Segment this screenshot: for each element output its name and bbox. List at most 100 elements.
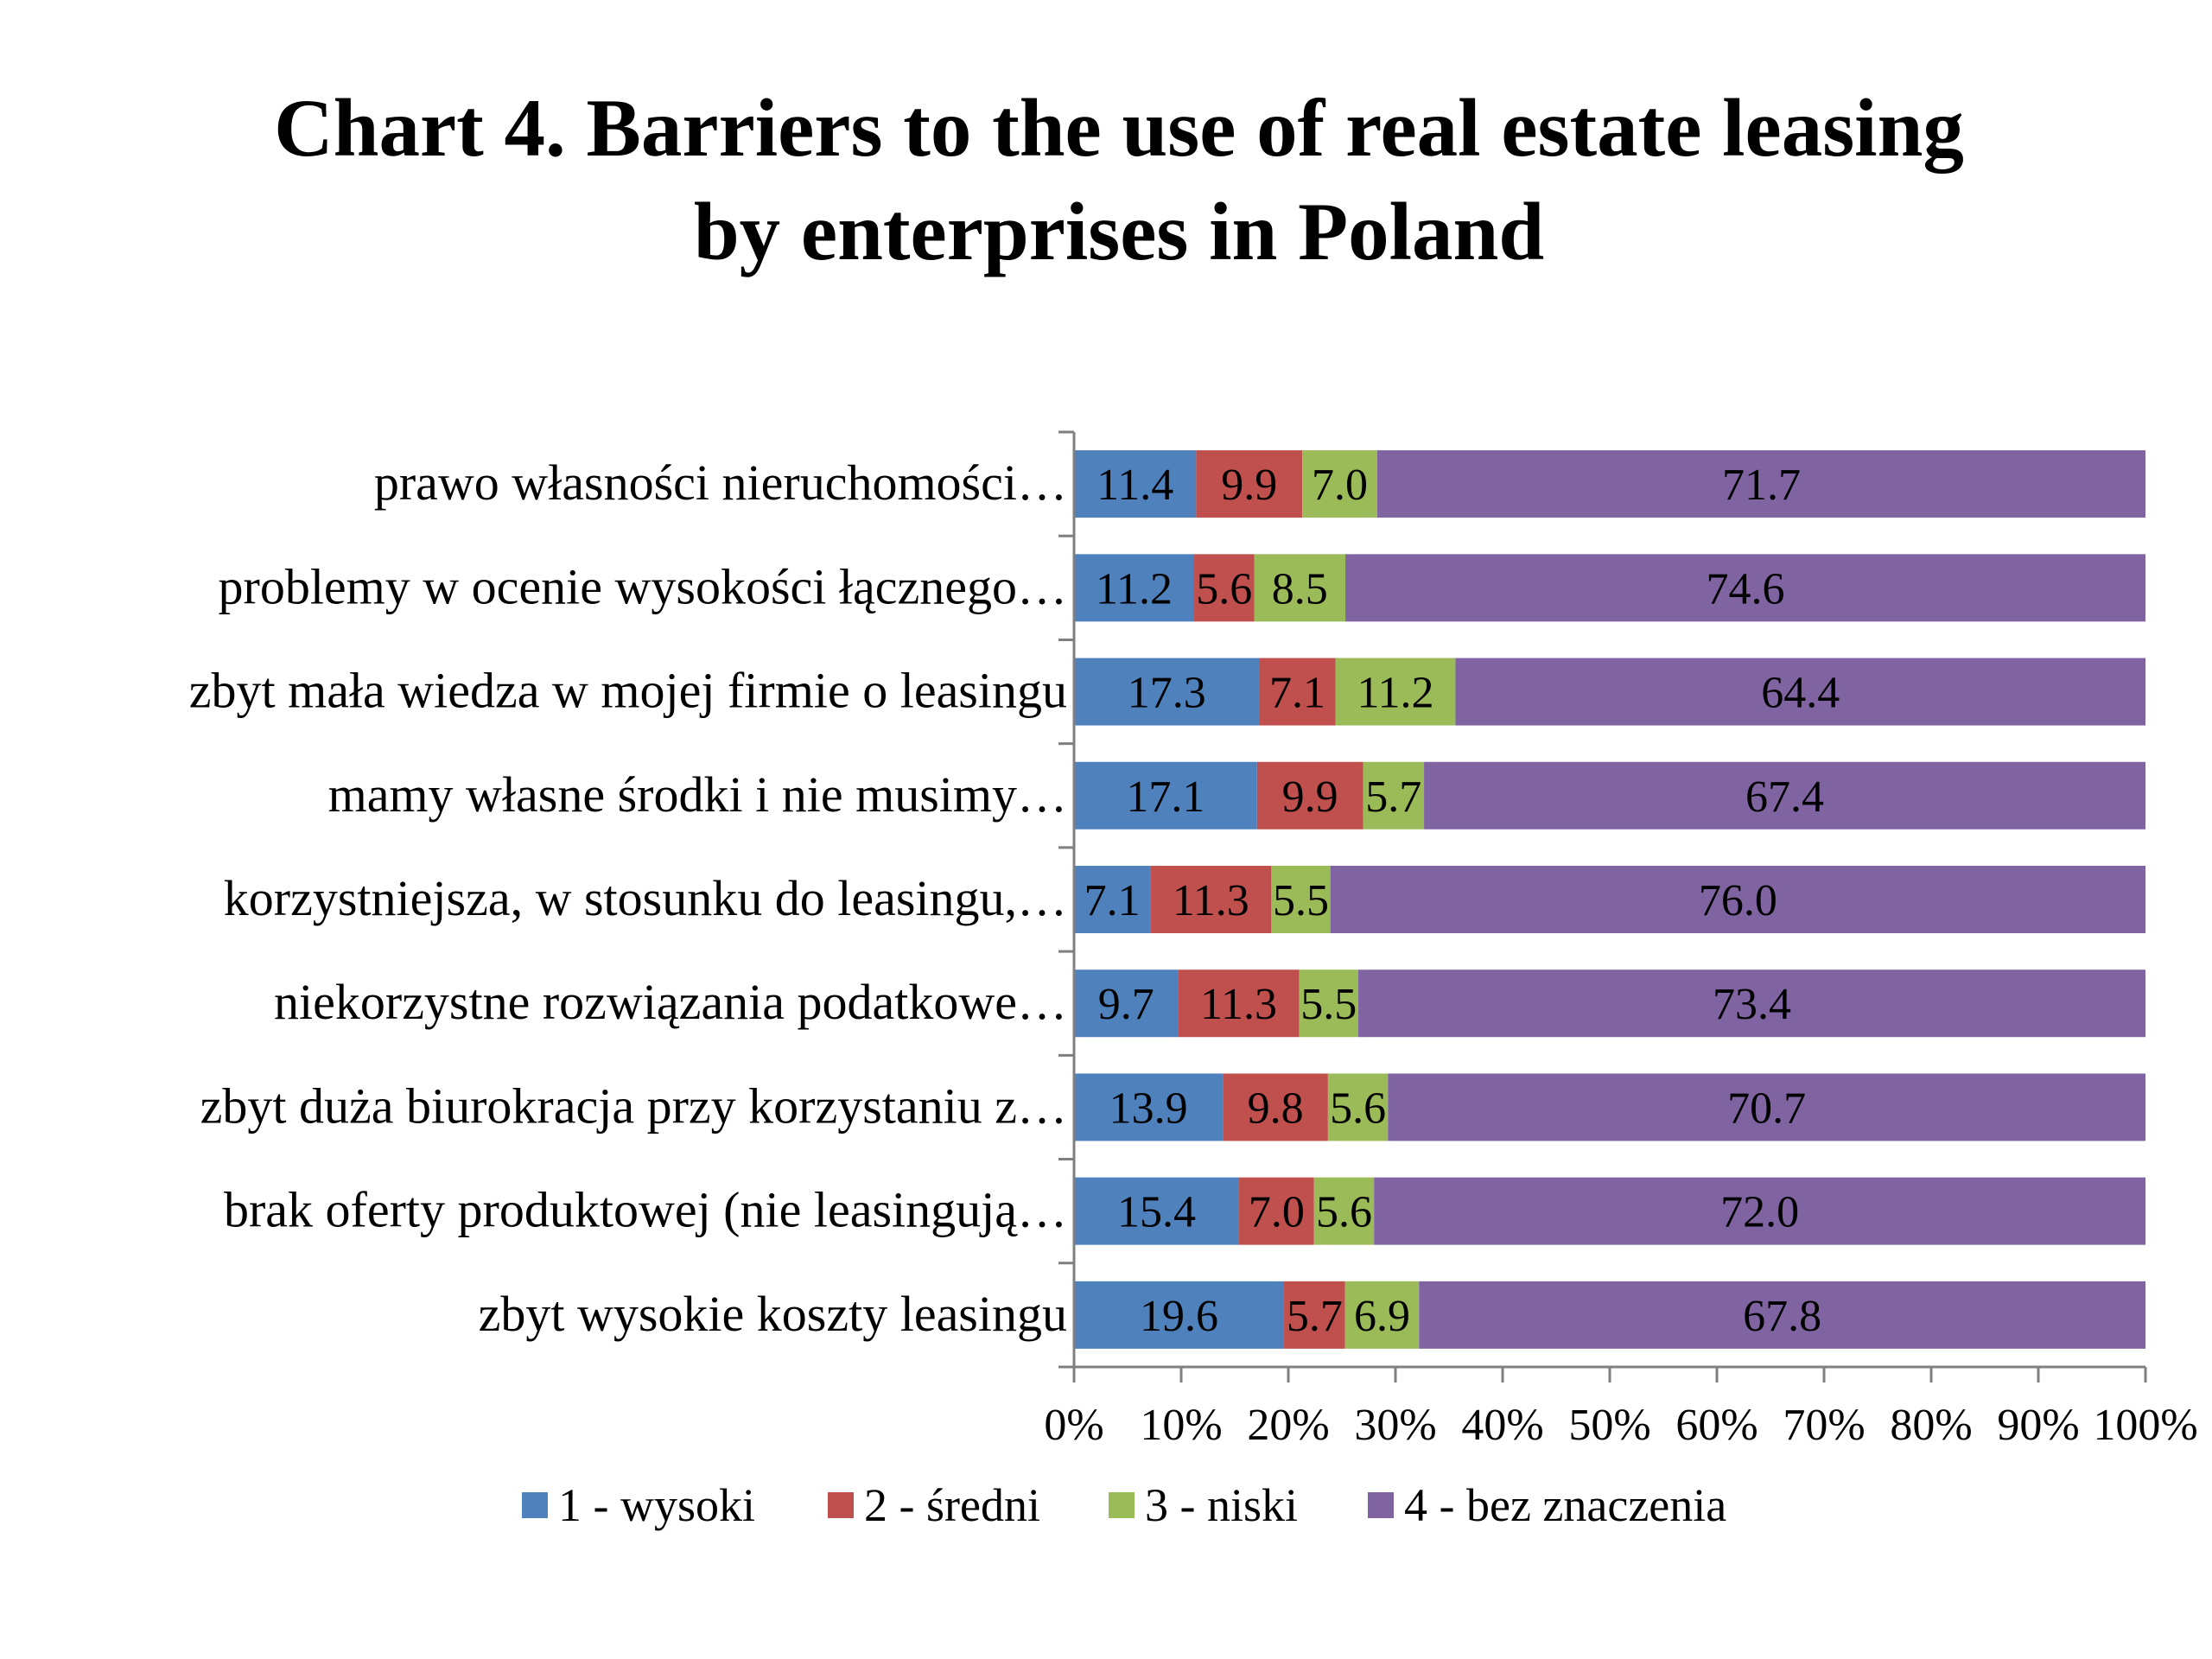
bar-segment	[1254, 554, 1346, 622]
data-label: 5.7	[1365, 772, 1421, 822]
bar-segment	[1271, 866, 1331, 933]
legend-label: 4 - bez znaczenia	[1404, 1479, 1726, 1531]
bar-segment	[1074, 969, 1179, 1038]
data-label: 9.8	[1248, 1084, 1304, 1133]
bar-segment	[1374, 1177, 2145, 1245]
category-label: zbyt wysokie koszty leasingu	[479, 1286, 1067, 1342]
data-label: 11.4	[1096, 461, 1173, 510]
bar-segment	[1150, 866, 1272, 933]
bar-segment	[1074, 450, 1197, 518]
data-label: 72.0	[1720, 1188, 1799, 1237]
data-label: 11.3	[1173, 876, 1249, 925]
data-label: 9.9	[1221, 461, 1277, 510]
x-tick-label: 70%	[1783, 1401, 1865, 1450]
x-tick-label: 20%	[1247, 1401, 1329, 1450]
data-label: 7.0	[1312, 461, 1368, 510]
legend-swatch	[828, 1492, 854, 1518]
bar-segment	[1313, 1177, 1375, 1245]
data-label: 9.9	[1282, 772, 1338, 822]
bar-segment	[1455, 658, 2145, 726]
bar-segment	[1302, 450, 1377, 518]
bar-segment	[1256, 761, 1363, 830]
legend-swatch	[522, 1492, 548, 1518]
bar-segment	[1074, 866, 1151, 933]
data-label: 11.3	[1200, 980, 1277, 1029]
x-tick-label: 10%	[1140, 1401, 1222, 1450]
data-label: 5.6	[1316, 1188, 1372, 1237]
category-label: korzystniejsza, w stosunku do leasingu,…	[224, 870, 1067, 926]
data-label: 11.2	[1096, 564, 1173, 613]
legend-swatch	[1109, 1492, 1135, 1518]
data-label: 64.4	[1761, 669, 1840, 718]
category-label: problemy w ocenie wysokości łącznego…	[219, 558, 1068, 614]
bar-segment	[1223, 1073, 1328, 1141]
bar-segment	[1376, 450, 2145, 518]
x-tick-label: 50%	[1568, 1401, 1650, 1450]
bar-segment	[1196, 450, 1303, 518]
data-label: 9.7	[1098, 980, 1154, 1029]
data-label: 5.6	[1196, 564, 1252, 613]
data-label: 13.9	[1109, 1084, 1188, 1133]
bar-segment	[1074, 1177, 1239, 1245]
bar-segment	[1363, 761, 1425, 830]
data-label: 7.1	[1269, 669, 1325, 718]
data-label: 74.6	[1707, 564, 1785, 613]
data-label: 71.7	[1722, 461, 1801, 510]
legend-label: 3 - niski	[1145, 1479, 1298, 1531]
data-label: 19.6	[1140, 1292, 1218, 1341]
legend: 1 - wysoki 2 - średni 3 - niski 4 - bez zna…	[522, 1479, 1726, 1531]
bar-segment	[1424, 761, 2145, 830]
data-label: 5.6	[1330, 1084, 1386, 1133]
bar-segment	[1345, 554, 2145, 622]
bar-segment	[1074, 1281, 1285, 1349]
bar-segment	[1388, 1073, 2145, 1141]
data-label: 17.3	[1128, 669, 1206, 718]
bar-segment	[1299, 969, 1358, 1038]
bar-segment	[1178, 969, 1300, 1038]
bar-segment	[1330, 866, 2145, 933]
data-label: 8.5	[1272, 564, 1328, 613]
data-label: 67.4	[1745, 772, 1824, 822]
data-label: 6.9	[1354, 1292, 1410, 1341]
bar-segment	[1074, 554, 1195, 622]
bar-segment	[1194, 554, 1255, 622]
bar-segment	[1238, 1177, 1314, 1245]
data-label: 17.1	[1126, 772, 1205, 822]
plot-area: 11.4 9.9 7.0 71.7 prawo własności nieruchomo…	[189, 430, 2198, 1450]
x-tick-label: 0%	[1044, 1401, 1103, 1450]
bar-segment	[1074, 658, 1260, 726]
bar-segment	[1074, 1073, 1224, 1141]
data-label: 5.5	[1300, 980, 1357, 1029]
category-label: prawo własności nieruchomości…	[374, 454, 1067, 511]
data-label: 15.4	[1117, 1188, 1196, 1237]
category-label: zbyt duża biurokracja przy korzystaniu z…	[200, 1077, 1067, 1134]
category-label: niekorzystne rozwiązania podatkowe…	[274, 974, 1067, 1030]
bar-segment	[1284, 1281, 1345, 1349]
data-label: 7.1	[1084, 876, 1141, 925]
legend-label: 2 - średni	[864, 1479, 1040, 1531]
data-label: 5.5	[1273, 876, 1329, 925]
data-label: 7.0	[1249, 1188, 1305, 1237]
data-label: 11.2	[1357, 669, 1433, 718]
data-label: 73.4	[1713, 980, 1791, 1029]
x-tick-label: 100%	[2093, 1401, 2197, 1450]
bar-segment	[1327, 1073, 1389, 1141]
category-label: mamy własne środki i nie musimy…	[328, 766, 1067, 823]
category-label: zbyt mała wiedza w mojej firmie o leasin…	[189, 663, 1067, 719]
data-label: 76.0	[1699, 876, 1777, 925]
legend-label: 1 - wysoki	[558, 1479, 755, 1531]
data-label: 67.8	[1743, 1292, 1821, 1341]
category-label: brak oferty produktowej (nie leasingują…	[224, 1182, 1067, 1238]
bar-segment	[1074, 761, 1257, 830]
x-tick-label: 30%	[1354, 1401, 1436, 1450]
x-tick-label: 60%	[1675, 1401, 1758, 1450]
data-label: 5.7	[1287, 1292, 1343, 1341]
bar-segment	[1419, 1281, 2145, 1349]
data-label: 70.7	[1727, 1084, 1806, 1133]
chart-title-line-2: by enterprises in Poland	[693, 186, 1545, 277]
chart-title-line-1: Chart 4. Barriers to the use of real est…	[274, 82, 1964, 174]
x-tick-label: 90%	[1997, 1401, 2079, 1450]
bar-segment	[1335, 658, 1456, 726]
bar-segment	[1259, 658, 1336, 726]
